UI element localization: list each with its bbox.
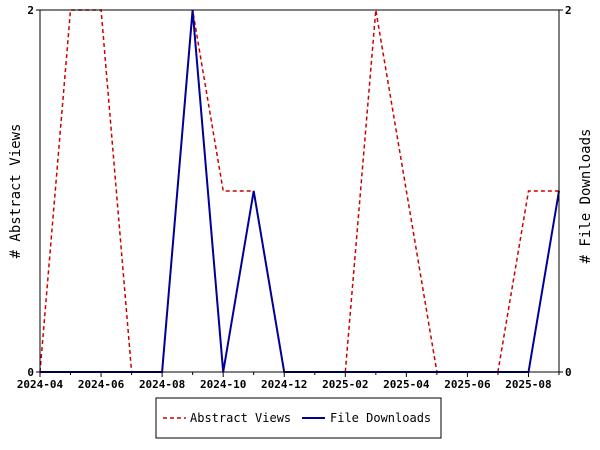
- x-tick-label: 2024-12: [261, 378, 307, 391]
- y-tick-label: 0: [27, 366, 34, 379]
- x-tick-label: 2025-04: [383, 378, 430, 391]
- legend-label-file-downloads: File Downloads: [330, 411, 431, 425]
- y2-axis-title: # File Downloads: [578, 129, 594, 264]
- series-layer: [39, 9, 560, 373]
- x-tick-label: 2025-06: [444, 378, 491, 391]
- tick-layer: 2024-04 2024-06 2024-08 2024-10 2024-12 2025-…: [17, 4, 572, 391]
- series-line-file-downloads: [40, 9, 560, 373]
- x-tick-label: 2024-08: [139, 378, 185, 391]
- plot-frame: [39, 9, 560, 373]
- legend: Abstract Views File Downloads: [155, 397, 442, 439]
- x-tick-label: 2025-08: [505, 378, 551, 391]
- y-axis-title: # Abstract Views: [8, 124, 24, 259]
- x-tick-label: 2024-10: [200, 378, 246, 391]
- x-tick-label: 2024-04: [17, 378, 64, 391]
- legend-box: [155, 397, 442, 439]
- y-tick-label: 2: [27, 4, 34, 17]
- x-tick-label: 2025-02: [322, 378, 368, 391]
- y2-tick-label: 2: [565, 4, 572, 17]
- series-line-abstract-views: [39, 9, 559, 373]
- legend-label-abstract-views: Abstract Views: [190, 411, 291, 425]
- y2-tick-label: 0: [565, 366, 572, 379]
- x-tick-label: 2024-06: [78, 378, 125, 391]
